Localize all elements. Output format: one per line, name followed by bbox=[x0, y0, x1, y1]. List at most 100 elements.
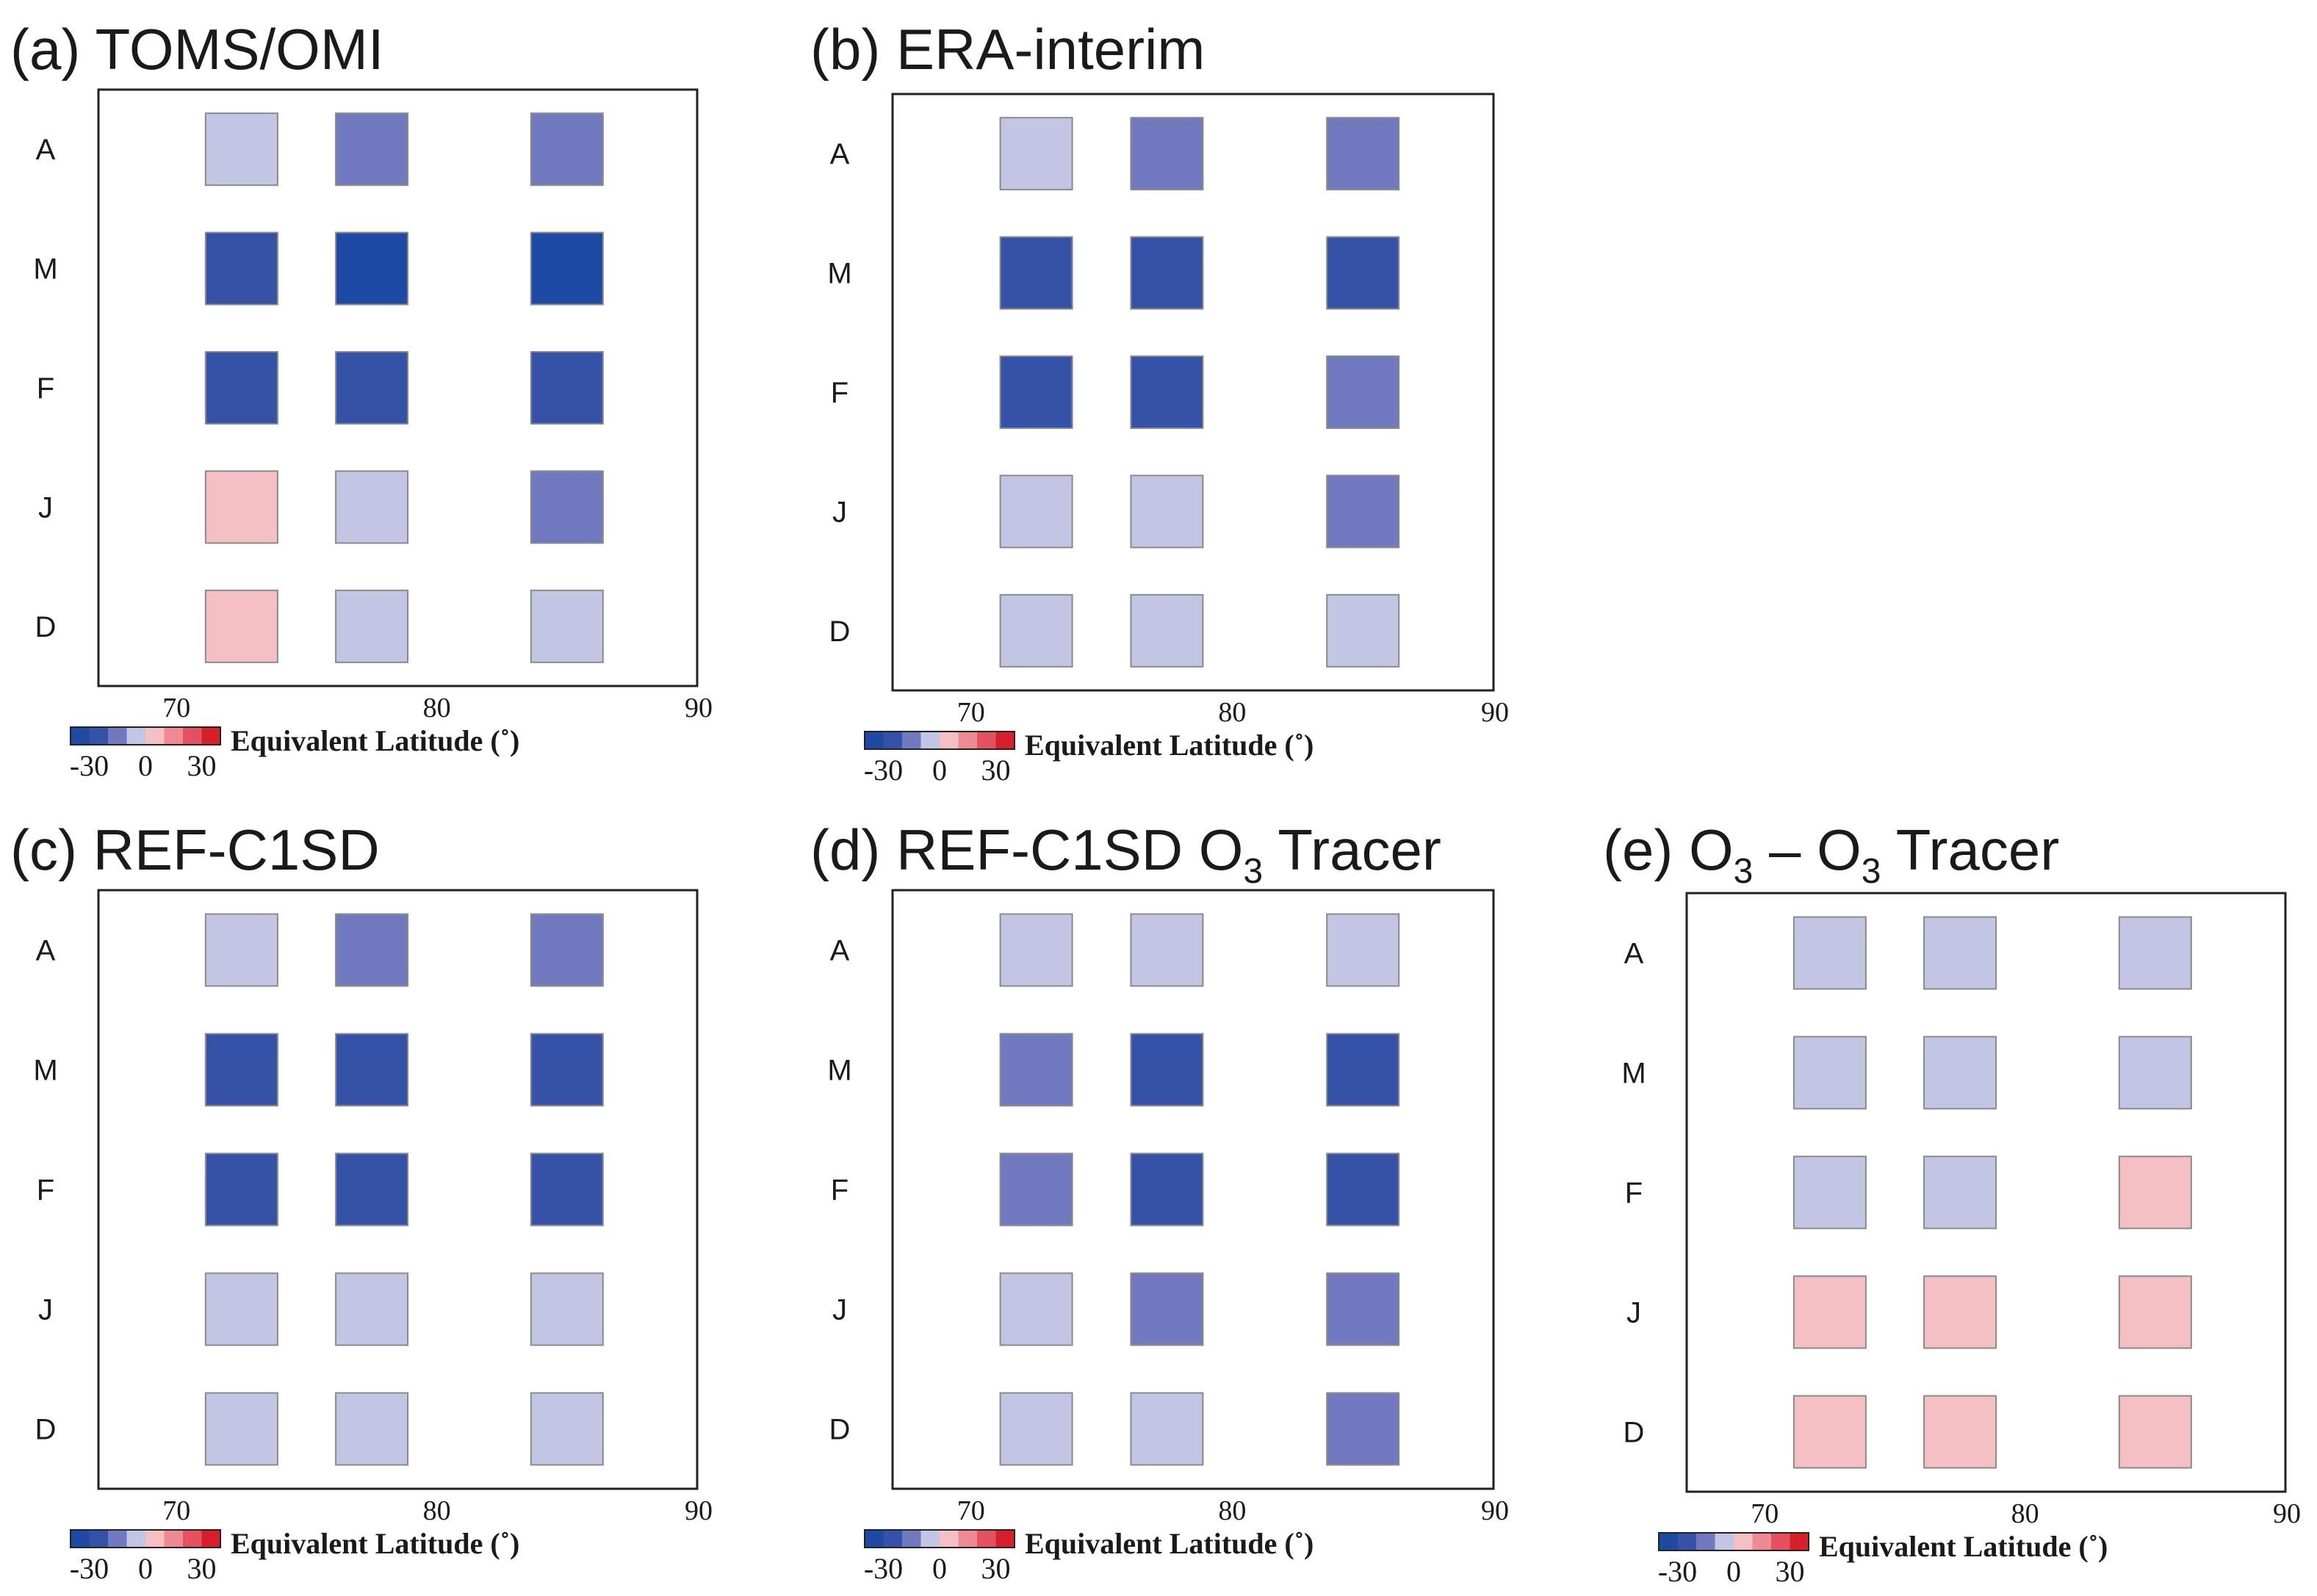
heat-cell bbox=[999, 1272, 1073, 1346]
month-label-M: M bbox=[1621, 1058, 1646, 1090]
heat-cell bbox=[999, 474, 1073, 549]
heat-cell bbox=[1792, 916, 1867, 990]
x-tick-label: 90 bbox=[1481, 697, 1509, 728]
x-axis-label: Equivalent Latitude (˚) bbox=[1025, 1527, 1314, 1560]
colorbar-segment bbox=[920, 732, 940, 749]
title-subscript: 3 bbox=[1734, 852, 1754, 891]
heat-cell bbox=[335, 231, 409, 306]
heat-cell bbox=[1326, 117, 1400, 191]
month-label-J: J bbox=[1626, 1297, 1641, 1329]
heat-cell bbox=[1130, 474, 1204, 549]
x-tick-label: 90 bbox=[2273, 1498, 2301, 1529]
panel-c: (c) REF-C1SD A M F J D 70 80 90 -30 0 30 Equivalent … bbox=[10, 817, 713, 1585]
heat-cell bbox=[204, 231, 278, 306]
panel-title-main: (e) O bbox=[1603, 817, 1734, 882]
colorbar-segment bbox=[1771, 1533, 1790, 1550]
heat-cell bbox=[335, 1152, 409, 1227]
heat-cell bbox=[1326, 474, 1400, 549]
colorbar-segment bbox=[126, 1530, 145, 1548]
panel-a: (a) TOMS/OMI A M F J D 70 80 90 -30 0 30 Equivalent … bbox=[10, 17, 713, 782]
panel-title: (b) ERA-interim bbox=[810, 17, 1205, 82]
heat-cell bbox=[999, 1392, 1073, 1466]
heat-cell bbox=[2118, 1036, 2192, 1110]
colorbar-segment bbox=[183, 727, 202, 745]
title-subscript: 3 bbox=[1862, 852, 1881, 891]
panel-title: (c) REF-C1SD bbox=[10, 817, 380, 882]
colorbar: -30 0 30 bbox=[1658, 1532, 1809, 1588]
x-tick-label: 80 bbox=[423, 1495, 451, 1526]
heat-cell bbox=[999, 236, 1073, 310]
month-label-A: A bbox=[36, 134, 56, 166]
heat-cell bbox=[1326, 1392, 1400, 1466]
colorbar-outline bbox=[70, 1529, 221, 1548]
month-label-D: D bbox=[35, 1414, 57, 1446]
x-tick-label: 90 bbox=[1481, 1495, 1509, 1526]
panel-title-main: (b) ERA-interim bbox=[810, 17, 1205, 82]
heat-cell bbox=[335, 1033, 409, 1107]
colorbar-outline bbox=[864, 731, 1015, 750]
heat-cell bbox=[335, 112, 409, 187]
colorbar-segment bbox=[865, 732, 884, 749]
colorbar-segment bbox=[164, 727, 183, 745]
colorbar-segment bbox=[883, 1530, 902, 1548]
month-label-D: D bbox=[1624, 1417, 1645, 1449]
heat-cell bbox=[530, 1152, 604, 1227]
colorbar-tick-label: -30 bbox=[70, 1552, 109, 1585]
colorbar-segment bbox=[865, 1530, 884, 1548]
heat-cell bbox=[1130, 117, 1204, 191]
colorbar-tick-label: -30 bbox=[70, 749, 109, 782]
colorbar-segment bbox=[883, 732, 902, 749]
x-tick-label: 90 bbox=[685, 693, 713, 723]
heat-cell bbox=[999, 355, 1073, 429]
colorbar-tick-label: 0 bbox=[1726, 1555, 1741, 1588]
colorbar-outline bbox=[864, 1529, 1015, 1548]
heat-cell bbox=[1130, 355, 1204, 429]
colorbar-tick-label: -30 bbox=[1658, 1555, 1697, 1588]
month-label-J: J bbox=[38, 491, 53, 524]
x-axis-label: Equivalent Latitude (˚) bbox=[1819, 1530, 2108, 1563]
colorbar-outline bbox=[1658, 1532, 1809, 1551]
heat-cell bbox=[1326, 1033, 1400, 1107]
colorbar-segment bbox=[940, 732, 959, 749]
colorbar-segment bbox=[977, 1530, 996, 1548]
x-tick-label: 70 bbox=[1751, 1498, 1779, 1529]
heat-cell bbox=[530, 1033, 604, 1107]
month-label-A: A bbox=[36, 935, 56, 967]
colorbar-tick-label: 0 bbox=[932, 1552, 947, 1585]
month-label-A: A bbox=[830, 138, 850, 170]
panel-title: (d) REF-C1SD O3 Tracer bbox=[810, 817, 1441, 891]
heat-cell bbox=[1130, 1152, 1204, 1227]
heat-cell bbox=[204, 470, 278, 544]
heat-cell bbox=[335, 589, 409, 663]
month-label-F: F bbox=[1625, 1177, 1643, 1210]
heat-cell bbox=[530, 913, 604, 987]
colorbar-segment bbox=[1790, 1533, 1809, 1550]
colorbar-segment bbox=[958, 732, 977, 749]
title-suffix: Tracer bbox=[1263, 817, 1441, 882]
x-tick-label: 80 bbox=[423, 693, 451, 723]
colorbar-segment bbox=[1734, 1533, 1753, 1550]
heat-cell bbox=[2118, 1155, 2192, 1230]
panel-title: (e) O3 – O3 Tracer bbox=[1603, 817, 2059, 891]
heat-cell bbox=[204, 1033, 278, 1107]
heat-cell bbox=[999, 1033, 1073, 1107]
heat-cell bbox=[335, 1392, 409, 1466]
heat-cell bbox=[999, 1152, 1073, 1227]
title-suffix: – O bbox=[1753, 817, 1861, 882]
panel-title-main: (c) REF-C1SD bbox=[10, 817, 380, 882]
colorbar-segment bbox=[89, 1530, 108, 1548]
heat-cell bbox=[1130, 913, 1204, 987]
colorbar-segment bbox=[201, 727, 220, 745]
heat-cell bbox=[2118, 1395, 2192, 1469]
colorbar-segment bbox=[920, 1530, 940, 1548]
heat-cell bbox=[204, 1392, 278, 1466]
heat-cell bbox=[1326, 1272, 1400, 1346]
colorbar-tick-label: -30 bbox=[864, 1552, 903, 1585]
colorbar-segment bbox=[1715, 1533, 1734, 1550]
panel-b: (b) ERA-interim A M F J D 70 80 90 -30 0 30 Equivale… bbox=[810, 17, 1509, 787]
heat-cell bbox=[1130, 1033, 1204, 1107]
colorbar-tick-label: 30 bbox=[981, 754, 1011, 787]
panel-title-main: (a) TOMS/OMI bbox=[10, 17, 384, 82]
